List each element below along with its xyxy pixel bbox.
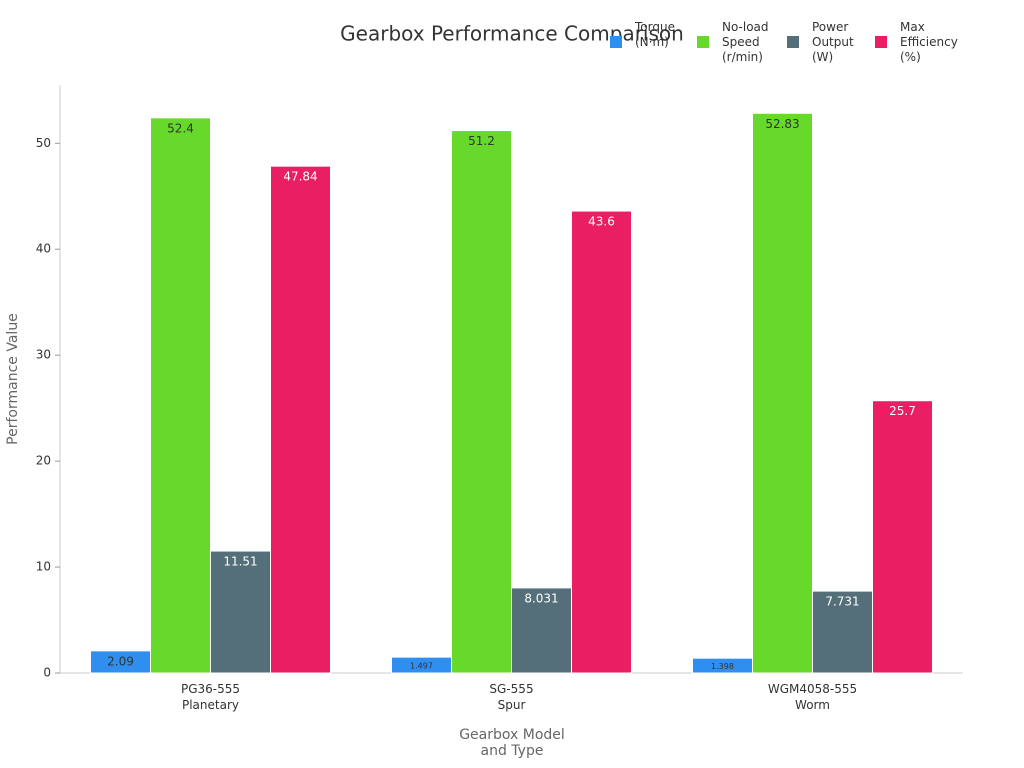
y-axis-title: Performance Value bbox=[5, 313, 21, 445]
legend-swatch bbox=[875, 36, 887, 48]
legend-label: Power Output (W) bbox=[812, 20, 854, 64]
value-label: 25.7 bbox=[889, 404, 916, 418]
legend-label: No-load Speed (r/min) bbox=[722, 20, 769, 64]
bar bbox=[752, 112, 813, 674]
legend-label: Torque (N·m) bbox=[634, 20, 675, 49]
value-label: 8.031 bbox=[524, 591, 558, 605]
legend-swatch bbox=[697, 36, 709, 48]
bar bbox=[571, 210, 632, 674]
value-label: 1.398 bbox=[711, 662, 734, 671]
chart-title: Gearbox Performance Comparison bbox=[340, 22, 684, 46]
value-label: 2.09 bbox=[107, 654, 134, 668]
y-tick-label: 20 bbox=[36, 454, 51, 468]
legend-swatch bbox=[787, 36, 799, 48]
y-tick-label: 50 bbox=[36, 136, 51, 150]
bar bbox=[270, 165, 331, 674]
value-label: 47.84 bbox=[283, 170, 317, 184]
value-label: 51.2 bbox=[468, 134, 495, 148]
y-tick-label: 30 bbox=[36, 348, 51, 362]
legend-swatch bbox=[610, 36, 622, 48]
x-tick-label: PG36-555 Planetary bbox=[181, 682, 240, 712]
value-label: 1.497 bbox=[410, 662, 433, 671]
bar bbox=[210, 550, 271, 674]
y-tick-label: 40 bbox=[36, 242, 51, 256]
x-axis-title: Gearbox Model and Type bbox=[459, 727, 565, 759]
value-label: 52.83 bbox=[765, 117, 799, 131]
value-label: 43.6 bbox=[588, 215, 615, 229]
bar bbox=[872, 400, 933, 674]
x-tick-label: SG-555 Spur bbox=[489, 682, 533, 712]
value-label: 7.731 bbox=[825, 595, 859, 609]
legend-label: Max Efficiency (%) bbox=[900, 20, 958, 64]
y-tick-label: 10 bbox=[36, 560, 51, 574]
value-label: 11.51 bbox=[223, 555, 257, 569]
bar bbox=[451, 130, 512, 674]
x-tick-label: WGM4058-555 Worm bbox=[768, 682, 857, 712]
y-tick-label: 0 bbox=[43, 666, 51, 680]
bar bbox=[812, 590, 873, 674]
value-label: 52.4 bbox=[167, 121, 194, 135]
bar bbox=[150, 117, 211, 674]
